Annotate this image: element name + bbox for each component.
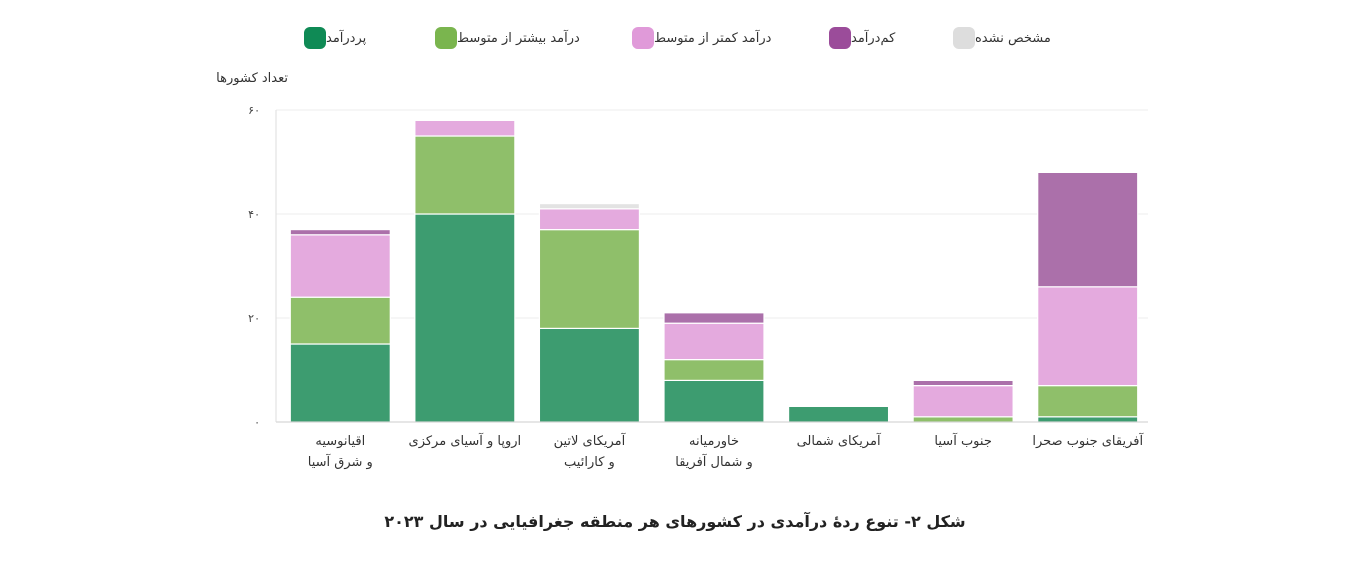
- bar-segment[interactable]: [289, 343, 391, 423]
- x-tick-label: جنوب آسیا: [934, 432, 991, 449]
- bar-segment[interactable]: [663, 322, 765, 361]
- bar-segment[interactable]: [1037, 171, 1139, 288]
- bar-segment[interactable]: [663, 379, 765, 423]
- bar-segment[interactable]: [538, 203, 641, 210]
- bar-segment[interactable]: [787, 405, 890, 423]
- x-tick-label: آفریقای جنوب صحرا: [1032, 432, 1144, 449]
- bar-segment[interactable]: [414, 119, 516, 137]
- legend-item-low-income[interactable]: کم‌درآمد: [821, 26, 895, 50]
- bar-segment[interactable]: [289, 296, 391, 345]
- bar-segment[interactable]: [414, 135, 516, 215]
- bar-segment[interactable]: [1037, 416, 1139, 423]
- legend-item-lower-middle-income[interactable]: درآمد کمتر از متوسط: [624, 26, 771, 50]
- x-tick-label: خاورمیانه: [689, 434, 739, 449]
- legend-item-high-income[interactable]: پردرآمد: [296, 26, 366, 50]
- legend-item-upper-middle-income[interactable]: درآمد بیشتر از متوسط: [427, 26, 580, 50]
- legend-swatch-unclassified: [953, 27, 975, 49]
- y-tick-label: ۰: [254, 416, 260, 429]
- bar-segment[interactable]: [538, 327, 641, 423]
- bar-segment[interactable]: [663, 312, 765, 324]
- legend-swatch-upper-middle-income: [435, 27, 457, 49]
- bar-segment[interactable]: [1037, 385, 1139, 418]
- legend-item-unclassified[interactable]: مشخص نشده: [945, 26, 1051, 50]
- figure-caption: شکل ۲- تنوع ردهٔ درآمدی در کشورهای هر من…: [384, 512, 966, 531]
- y-axis-label: تعداد کشورها: [216, 71, 288, 86]
- tick-labels: ۰ ۲۰ ۴۰ ۶۰ اقیانوسیه و شرق آسیا اروپا و آسیای …: [248, 104, 1144, 470]
- bar-segment[interactable]: [289, 229, 391, 236]
- legend-swatch-high-income: [304, 27, 326, 49]
- x-tick-label: و کارائیب: [564, 455, 615, 470]
- legend: پردرآمد درآمد بیشتر از متوسط درآمد کمتر …: [0, 26, 1350, 50]
- y-tick-label: ۲۰: [248, 312, 260, 325]
- x-tick-label: و شرق آسیا: [308, 453, 373, 470]
- bars: [289, 119, 1139, 423]
- x-tick-label: آمریکای شمالی: [797, 432, 882, 449]
- bar-segment[interactable]: [289, 234, 391, 298]
- x-tick-label: و شمال آفریقا: [675, 453, 753, 470]
- bar-segment[interactable]: [538, 208, 641, 231]
- legend-label-upper-middle-income: درآمد بیشتر از متوسط: [457, 30, 580, 46]
- x-tick-label: اقیانوسیه: [315, 434, 365, 449]
- legend-label-high-income: پردرآمد: [326, 30, 367, 46]
- legend-label-low-income: کم‌درآمد: [851, 30, 896, 46]
- legend-label-lower-middle-income: درآمد کمتر از متوسط: [654, 30, 772, 46]
- bar-segment[interactable]: [912, 416, 1014, 423]
- stacked-bar-chart: تعداد کشورها ۰ ۲۰ ۴۰ ۶۰ اقیانوسیه و شرق آسیا ا…: [216, 71, 1148, 470]
- y-tick-label: ۶۰: [248, 104, 260, 117]
- x-tick-label: آمریکای لاتین: [554, 432, 627, 449]
- bar-segment[interactable]: [912, 379, 1014, 387]
- bar-segment[interactable]: [663, 359, 765, 382]
- bar-segment[interactable]: [538, 229, 641, 330]
- legend-swatch-low-income: [829, 27, 851, 49]
- x-tick-label: اروپا و آسیای مرکزی: [409, 432, 522, 449]
- legend-swatch-lower-middle-income: [632, 27, 654, 49]
- bar-segment[interactable]: [1037, 286, 1139, 387]
- bar-segment[interactable]: [414, 213, 516, 423]
- bar-segment[interactable]: [912, 385, 1014, 418]
- y-tick-label: ۴۰: [248, 208, 260, 221]
- legend-label-unclassified: مشخص نشده: [975, 30, 1051, 46]
